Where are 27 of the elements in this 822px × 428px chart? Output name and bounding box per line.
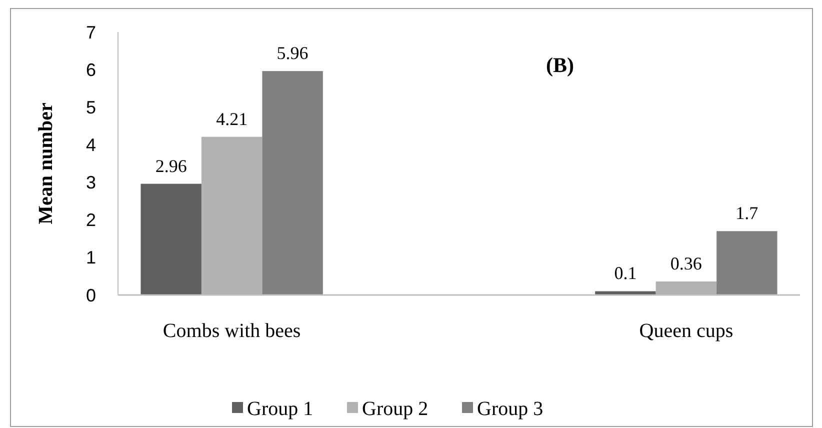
annotation: (B) (546, 53, 574, 77)
y-tick-label: 4 (86, 135, 96, 156)
legend-label: Group 2 (362, 398, 428, 420)
y-tick-label: 6 (86, 60, 96, 80)
x-tick-label: Combs with bees (162, 320, 301, 342)
data-label: 1.7 (736, 203, 758, 224)
data-label: 4.21 (216, 108, 248, 129)
bar (201, 136, 262, 295)
y-tick-label: 3 (86, 172, 96, 193)
y-tick-label: 2 (86, 210, 96, 230)
bar (140, 184, 202, 295)
data-label: 5.96 (276, 43, 308, 64)
x-tick-label: Queen cups (639, 320, 734, 342)
y-tick-label: 5 (86, 97, 96, 118)
legend-label: Group 1 (247, 398, 314, 420)
data-label: 0.1 (614, 263, 637, 284)
legend-label: Group 3 (477, 398, 544, 420)
y-tick-label: 7 (86, 22, 96, 42)
bar (262, 71, 323, 295)
y-axis-title: Mean number (35, 102, 57, 224)
bar (716, 231, 778, 295)
y-tick-label: 0 (86, 285, 96, 306)
data-label: 2.96 (155, 156, 187, 176)
bar (656, 281, 717, 295)
y-tick-label: 1 (86, 248, 96, 268)
bar (595, 291, 656, 295)
data-label: 0.36 (670, 253, 702, 274)
